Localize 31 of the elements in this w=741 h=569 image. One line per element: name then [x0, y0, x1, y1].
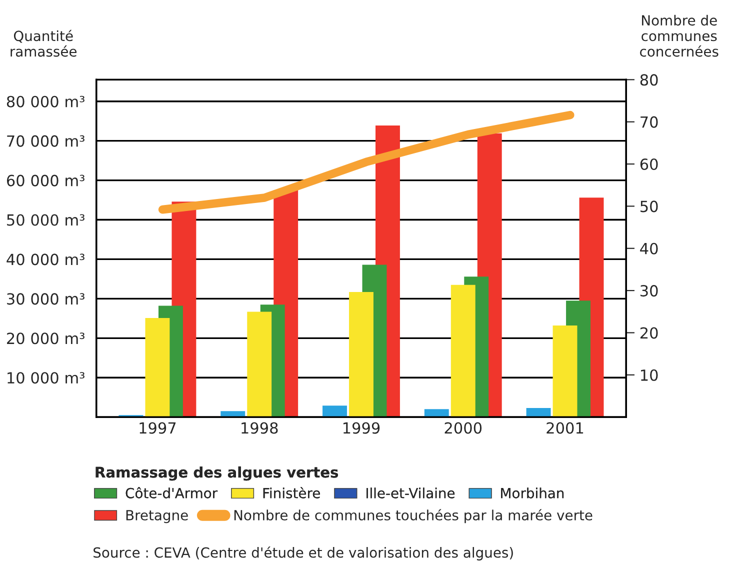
legend-label: Finistère — [263, 487, 320, 498]
x-tick-label: 2001 — [546, 422, 584, 434]
y-tick-label: 10 000 m³ — [8, 372, 84, 384]
y-tick-label: 40 000 m³ — [6, 254, 84, 266]
x-tick-label: 1998 — [242, 422, 278, 434]
x-tick-label: 2000 — [444, 422, 482, 434]
legend-title: Ramassage des algues vertes — [96, 466, 338, 481]
y2-tick-label: 70 — [640, 116, 658, 128]
y2-tick-label: 10 — [641, 369, 658, 381]
y-tick-label: 80 000 m³ — [6, 96, 84, 108]
y-tick-label: 30 000 m³ — [7, 293, 84, 305]
x-tick-label: 1999 — [343, 422, 380, 434]
y-tick-label: 20 000 m³ — [7, 332, 84, 344]
y2-tick-label: 30 — [640, 285, 658, 297]
y2-tick-label: 50 — [640, 200, 658, 212]
legend-label: Nombre de communes touchées par la marée verte — [234, 509, 592, 524]
y2-tick-label: 80 — [640, 74, 658, 86]
y-tick-label: 50 000 m³ — [7, 214, 84, 226]
y2-tick-label: 60 — [640, 158, 658, 170]
y-tick-label: 60 000 m³ — [6, 174, 84, 186]
y-tick-label: 70 000 m³ — [7, 135, 84, 147]
y2-tick-label: 20 — [640, 327, 658, 339]
y-axis-title: Quantité ramassée — [10, 30, 77, 57]
y2-axis-title: Nombre de communes concernées — [640, 14, 718, 57]
legend-label: Ille-et-Vilaine — [366, 488, 455, 498]
source-note: Source : CEVA (Centre d'étude et de valorisation des algues) — [94, 546, 513, 560]
x-tick-label: 1997 — [140, 422, 176, 434]
legend-label: Bretagne — [126, 510, 188, 524]
y2-tick-label: 40 — [640, 242, 658, 254]
legend-label: Morbihan — [501, 488, 564, 498]
legend-label: Côte-d'Armor — [126, 487, 218, 498]
